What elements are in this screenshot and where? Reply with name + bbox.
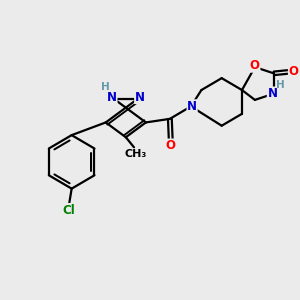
Text: N: N — [135, 91, 145, 103]
Text: H: H — [101, 82, 110, 92]
Text: N: N — [187, 100, 197, 113]
Text: Cl: Cl — [62, 203, 75, 217]
Text: O: O — [166, 139, 176, 152]
Text: O: O — [289, 65, 298, 78]
Text: N: N — [107, 91, 117, 103]
Text: N: N — [267, 87, 278, 100]
Text: H: H — [276, 80, 285, 90]
Text: O: O — [250, 59, 260, 72]
Text: CH₃: CH₃ — [124, 149, 147, 159]
